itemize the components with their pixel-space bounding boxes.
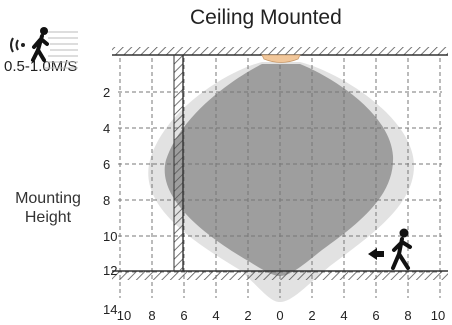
y-tick-12: 12 bbox=[103, 263, 117, 278]
wall-hatch bbox=[173, 55, 184, 271]
x-tick-6-right: 6 bbox=[372, 308, 379, 323]
ceiling-sensor bbox=[261, 54, 301, 63]
y-tick-14: 14 bbox=[103, 302, 117, 317]
x-tick-0: 0 bbox=[276, 308, 283, 323]
y-tick-10: 10 bbox=[103, 229, 117, 244]
x-axis-ticks: 10 8 6 4 2 0 2 4 6 8 10 bbox=[117, 308, 445, 323]
floor-hatch bbox=[112, 270, 448, 280]
y-tick-8: 8 bbox=[103, 193, 110, 208]
mounting-height-label-line1: Mounting bbox=[15, 190, 81, 207]
x-tick-10-right: 10 bbox=[431, 308, 445, 323]
mounting-height-label-line2: Height bbox=[24, 209, 72, 226]
x-tick-8-right: 8 bbox=[404, 308, 411, 323]
x-tick-8-left: 8 bbox=[148, 308, 155, 323]
ceiling-hatch bbox=[112, 47, 448, 56]
x-tick-2-right: 2 bbox=[308, 308, 315, 323]
y-tick-2: 2 bbox=[103, 85, 110, 100]
y-tick-4: 4 bbox=[103, 121, 110, 136]
y-tick-6: 6 bbox=[103, 157, 110, 172]
walking-person-with-arrow-icon bbox=[368, 228, 412, 270]
x-tick-4-right: 4 bbox=[340, 308, 347, 323]
grid-lines bbox=[118, 58, 442, 298]
x-tick-4-left: 4 bbox=[212, 308, 219, 323]
diagram-title: Ceiling Mounted bbox=[190, 6, 342, 29]
y-axis-ticks: 2 4 6 8 10 12 14 bbox=[103, 85, 117, 317]
x-tick-6-left: 6 bbox=[180, 308, 187, 323]
walking-person-with-motion-waves-icon bbox=[10, 27, 78, 69]
inner-detection-zone bbox=[164, 64, 394, 276]
x-tick-2-left: 2 bbox=[244, 308, 251, 323]
x-tick-10-left: 10 bbox=[117, 308, 131, 323]
